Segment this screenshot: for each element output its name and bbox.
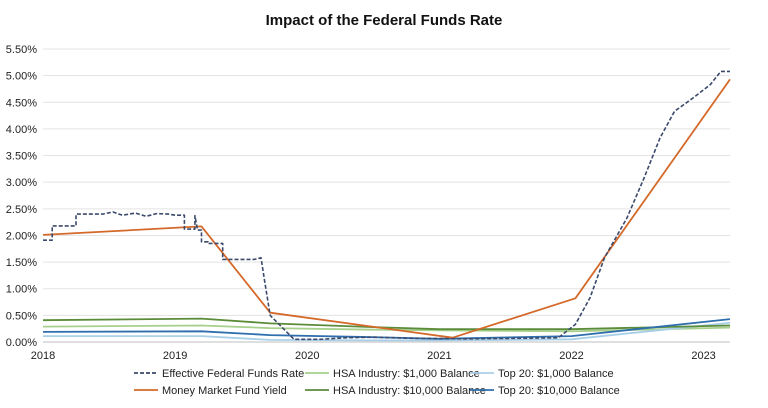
legend-label: Top 20: $10,000 Balance xyxy=(498,385,620,397)
series-line-hsa-industry-1-000-balance xyxy=(42,324,731,333)
y-tick-label: 1.50% xyxy=(6,257,37,269)
x-tick-label: 2018 xyxy=(31,350,55,362)
series-line-money-market-fund-yield xyxy=(42,78,731,339)
legend-label: HSA Industry: $10,000 Balance xyxy=(333,385,486,397)
chart-title: Impact of the Federal Funds Rate xyxy=(266,12,503,29)
x-tick-label: 2021 xyxy=(427,350,451,362)
y-tick-label: 3.00% xyxy=(6,177,37,189)
y-tick-label: 2.00% xyxy=(6,230,37,242)
y-tick-label: 5.50% xyxy=(6,44,37,56)
series-line-effective-federal-funds-rate xyxy=(43,70,730,341)
x-tick-label: 2023 xyxy=(691,350,715,362)
legend: Effective Federal Funds Rate HSA Industry… xyxy=(134,368,620,397)
y-tick-label: 0.00% xyxy=(6,337,37,349)
y-tick-label: 4.50% xyxy=(6,97,37,109)
x-tick-label: 2020 xyxy=(295,350,319,362)
legend-label: Money Market Fund Yield xyxy=(162,385,287,397)
y-tick-label: 0.50% xyxy=(6,310,37,322)
y-tick-label: 4.00% xyxy=(6,124,37,136)
gridlines xyxy=(43,48,730,343)
legend-label: Effective Federal Funds Rate xyxy=(162,368,304,380)
axes: 0.00% 0.50% 1.00% 1.50% 2.00% 2.50% 3.00% 3.50%… xyxy=(6,44,716,362)
y-tick-label: 5.00% xyxy=(6,71,37,83)
series-line-top-20-1-000-balance xyxy=(43,321,731,342)
series-lines xyxy=(42,70,731,342)
y-tick-label: 1.00% xyxy=(6,284,37,296)
x-tick-label: 2019 xyxy=(163,350,187,362)
series-line-hsa-industry-10-000-balance xyxy=(42,317,731,331)
x-tick-label: 2022 xyxy=(559,350,583,362)
legend-label: Top 20: $1,000 Balance xyxy=(498,368,614,380)
legend-label: HSA Industry: $1,000 Balance xyxy=(333,368,480,380)
y-tick-label: 2.50% xyxy=(6,204,37,216)
y-tick-label: 3.50% xyxy=(6,151,37,163)
